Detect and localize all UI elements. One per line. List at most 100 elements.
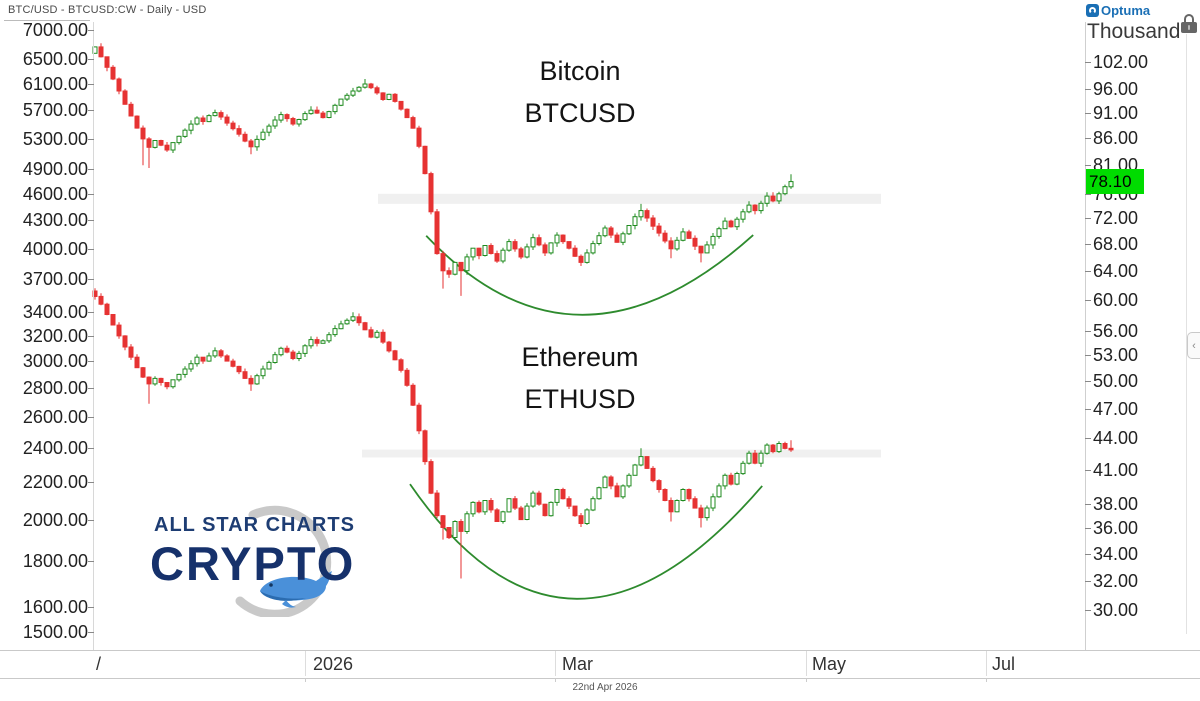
candle [302, 113, 308, 121]
candle [584, 509, 590, 524]
left-axis-tick-mark [88, 220, 94, 222]
candle [668, 500, 674, 513]
candle [104, 56, 110, 68]
candle [530, 237, 536, 248]
optuma-logo: Optuma [1086, 2, 1150, 18]
chart-title: BTC/USD - BTCUSD:CW - Daily - USD [8, 4, 207, 16]
right-axis-tick-mark [1085, 165, 1091, 167]
candle [500, 511, 506, 522]
title-underline [4, 20, 90, 21]
candle [266, 361, 272, 370]
candle [506, 241, 512, 251]
candle [146, 376, 152, 385]
lock-icon[interactable] [1181, 14, 1197, 33]
candle [710, 496, 716, 509]
candle [140, 367, 146, 378]
right-axis-tick-mark [1085, 330, 1091, 332]
right-axis-tick-mark [1085, 381, 1091, 383]
left-axis-tick-label: 1500.00 [22, 622, 88, 642]
candle [644, 210, 650, 219]
candle [554, 234, 560, 244]
right-axis-tick-mark [1085, 610, 1091, 611]
right-axis-tick-mark [1085, 581, 1091, 583]
candle [440, 515, 446, 529]
candle [392, 93, 398, 102]
candle [362, 322, 368, 331]
candle [188, 363, 194, 370]
candle [254, 375, 260, 385]
btc-caption-symbol: BTCUSD [524, 98, 636, 128]
candle [332, 104, 338, 113]
candle [614, 234, 620, 243]
candle [596, 235, 602, 244]
candle [746, 204, 752, 213]
candle [218, 350, 224, 357]
left-axis-tick-mark [88, 388, 94, 390]
time-axis-label: May [812, 654, 847, 674]
candle [704, 244, 710, 254]
candle [752, 452, 758, 464]
time-axis[interactable] [0, 650, 1200, 679]
candle [698, 507, 704, 519]
optuma-logo-text: Optuma [1101, 2, 1151, 18]
candle [494, 253, 500, 262]
eth-caption-title: Ethereum [521, 342, 639, 372]
crescent-swirl [235, 505, 332, 619]
candle [542, 244, 548, 254]
candle [416, 404, 422, 432]
right-axis-tick-label: 32.00 [1093, 571, 1139, 592]
left-axis-tick-label: 3700.00 [22, 269, 88, 290]
candle [248, 140, 254, 148]
candle [674, 239, 680, 250]
candle [326, 111, 332, 118]
candle [638, 210, 644, 218]
candle [770, 444, 776, 453]
candle [440, 253, 446, 272]
candle [188, 123, 194, 131]
resistance-band [362, 449, 881, 458]
time-axis-label: 2026 [313, 654, 354, 674]
candle [308, 109, 314, 115]
candle [182, 368, 188, 375]
candle [254, 138, 260, 148]
candle [566, 241, 572, 249]
candle [248, 377, 254, 385]
candle [560, 489, 566, 500]
candle [554, 489, 560, 503]
left-axis-tick-mark [88, 606, 94, 608]
candle [782, 186, 788, 195]
time-axis-minor-tick [806, 678, 807, 682]
panel-collapse-toggle[interactable]: ‹ [1187, 332, 1200, 359]
allstarcharts-crypto-logo: ALL STAR CHARTS CRYPTO [140, 505, 370, 619]
candle [410, 384, 416, 406]
candle [296, 119, 302, 125]
right-axis-tick-label: 64.00 [1093, 260, 1139, 281]
candle [536, 492, 542, 505]
candle [140, 127, 146, 140]
candle [578, 515, 584, 525]
candle [590, 498, 596, 511]
candle [104, 303, 110, 316]
candle [98, 46, 104, 58]
candle [224, 355, 230, 362]
candle [182, 129, 188, 137]
candle [764, 195, 770, 204]
right-axis-tick-label: 102.00 [1093, 52, 1149, 72]
time-axis-minor-tick [555, 678, 556, 682]
candle [770, 195, 776, 202]
candle [680, 231, 686, 241]
candle [596, 487, 602, 500]
candle [116, 78, 122, 92]
right-axis-tick-mark [1085, 299, 1091, 301]
left-axis-tick-label: 4900.00 [22, 159, 88, 180]
left-axis-tick-label: 2000.00 [22, 509, 88, 530]
candle [158, 377, 164, 383]
right-axis-tick-label: 30.00 [1093, 600, 1139, 620]
right-axis-border [1085, 22, 1086, 677]
candle [398, 100, 404, 110]
time-axis-label: / [96, 654, 102, 674]
candle [374, 87, 380, 94]
candle [740, 211, 746, 220]
